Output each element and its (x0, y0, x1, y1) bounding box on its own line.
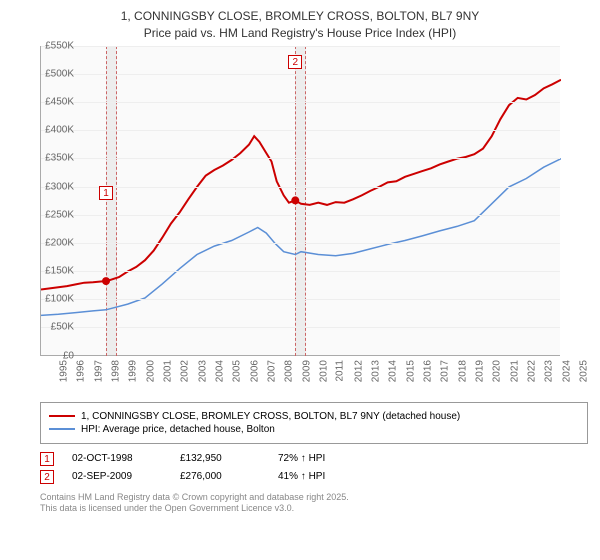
x-axis-label: 2012 (353, 360, 364, 382)
y-axis-label: £100K (45, 294, 74, 305)
y-axis-label: £500K (45, 68, 74, 79)
y-axis-label: £150K (45, 266, 74, 277)
series-price-paid (41, 79, 561, 289)
title-line-2: Price paid vs. HM Land Registry's House … (0, 25, 600, 42)
x-axis-label: 2003 (197, 360, 208, 382)
x-axis-label: 2002 (180, 360, 191, 382)
event-date-1: 02-OCT-1998 (72, 453, 162, 464)
y-axis-label: £50K (51, 322, 74, 333)
x-axis-label: 2006 (249, 360, 260, 382)
event-delta-1: 72% ↑ HPI (278, 453, 325, 464)
x-axis-label: 2000 (145, 360, 156, 382)
legend-swatch-price (49, 415, 75, 417)
x-axis-label: 1997 (93, 360, 104, 382)
y-axis-label: £400K (45, 125, 74, 136)
event-date-2: 02-SEP-2009 (72, 471, 162, 482)
event-price-2: £276,000 (180, 471, 260, 482)
x-axis-label: 2004 (214, 360, 225, 382)
legend-swatch-hpi (49, 428, 75, 430)
y-axis-label: £350K (45, 153, 74, 164)
x-axis-label: 1995 (58, 360, 69, 382)
legend: 1, CONNINGSBY CLOSE, BROMLEY CROSS, BOLT… (40, 402, 588, 444)
y-axis-label: £250K (45, 209, 74, 220)
x-axis-label: 1998 (110, 360, 121, 382)
x-axis-label: 2022 (526, 360, 537, 382)
y-axis-label: £550K (45, 40, 74, 51)
marker-box-2: 2 (288, 55, 302, 69)
event-delta-2: 41% ↑ HPI (278, 471, 325, 482)
line-layer (41, 46, 561, 356)
x-axis-label: 2018 (457, 360, 468, 382)
marker-box-1: 1 (99, 186, 113, 200)
x-axis-label: 1999 (128, 360, 139, 382)
footer: Contains HM Land Registry data © Crown c… (40, 492, 600, 515)
event-price-1: £132,950 (180, 453, 260, 464)
x-axis-label: 2014 (388, 360, 399, 382)
footer-line-2: This data is licensed under the Open Gov… (40, 503, 600, 515)
x-axis-label: 1996 (76, 360, 87, 382)
x-axis-label: 2024 (561, 360, 572, 382)
event-marker-1: 1 (40, 452, 54, 466)
marker-dot-2 (291, 196, 299, 204)
y-axis-label: £200K (45, 237, 74, 248)
x-axis-label: 2010 (318, 360, 329, 382)
chart-area: 12 £0£50K£100K£150K£200K£250K£300K£350K£… (40, 46, 600, 396)
legend-item-hpi: HPI: Average price, detached house, Bolt… (49, 424, 579, 435)
x-axis-label: 2001 (162, 360, 173, 382)
x-axis-label: 2017 (440, 360, 451, 382)
title-line-1: 1, CONNINGSBY CLOSE, BROMLEY CROSS, BOLT… (0, 8, 600, 25)
legend-label-hpi: HPI: Average price, detached house, Bolt… (81, 424, 275, 435)
x-axis-label: 2015 (405, 360, 416, 382)
event-row-1: 1 02-OCT-1998 £132,950 72% ↑ HPI (40, 452, 600, 466)
x-axis-label: 2011 (335, 360, 346, 382)
series-hpi (41, 158, 561, 315)
x-axis-label: 2019 (474, 360, 485, 382)
y-axis-label: £300K (45, 181, 74, 192)
footer-line-1: Contains HM Land Registry data © Crown c… (40, 492, 600, 504)
x-axis-label: 2016 (422, 360, 433, 382)
plot-region: 12 (40, 46, 560, 356)
x-axis-label: 2009 (301, 360, 312, 382)
x-axis-label: 2021 (509, 360, 520, 382)
legend-item-price: 1, CONNINGSBY CLOSE, BROMLEY CROSS, BOLT… (49, 411, 579, 422)
event-row-2: 2 02-SEP-2009 £276,000 41% ↑ HPI (40, 470, 600, 484)
chart-title-block: 1, CONNINGSBY CLOSE, BROMLEY CROSS, BOLT… (0, 0, 600, 46)
x-axis-label: 2005 (232, 360, 243, 382)
x-axis-label: 2023 (544, 360, 555, 382)
x-axis-label: 2020 (492, 360, 503, 382)
y-axis-label: £450K (45, 96, 74, 107)
events-table: 1 02-OCT-1998 £132,950 72% ↑ HPI 2 02-SE… (40, 452, 600, 484)
event-marker-2: 2 (40, 470, 54, 484)
x-axis-label: 2025 (578, 360, 589, 382)
marker-dot-1 (102, 277, 110, 285)
x-axis-label: 2007 (266, 360, 277, 382)
x-axis-label: 2013 (370, 360, 381, 382)
x-axis-label: 2008 (284, 360, 295, 382)
legend-label-price: 1, CONNINGSBY CLOSE, BROMLEY CROSS, BOLT… (81, 411, 460, 422)
